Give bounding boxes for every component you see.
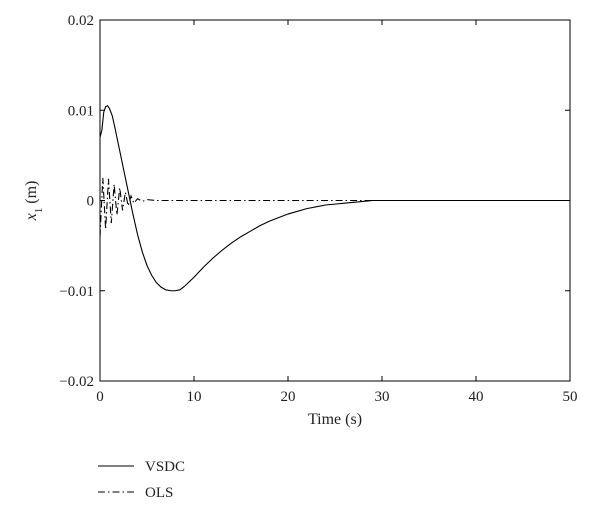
y-tick-label: −0.02 xyxy=(59,374,94,390)
y-axis-label-unit: (m) xyxy=(23,181,40,208)
series-layer xyxy=(99,105,570,292)
y-axis-label-main: x xyxy=(23,213,40,221)
series-line-ols xyxy=(99,177,570,237)
x-axis-label: Time (s) xyxy=(308,411,362,428)
plot-area: 0 10 20 30 40 50 0.02 0.01 0 −0.01 −0.02 xyxy=(59,13,577,405)
y-axis-label-subscript: 1 xyxy=(33,208,45,214)
x-tick-label: 10 xyxy=(187,389,202,405)
legend-label-ols: OLS xyxy=(145,485,173,501)
y-tick-label: 0.01 xyxy=(68,103,94,119)
legend-label-vsdc: VSDC xyxy=(145,459,185,475)
y-axis-label: x1 (m) xyxy=(23,181,45,222)
y-tick-label: −0.01 xyxy=(59,284,94,300)
x-tick-label: 50 xyxy=(563,389,578,405)
x-tick-label: 20 xyxy=(281,389,296,405)
x-tick-label: 40 xyxy=(469,389,484,405)
series-line-vsdc xyxy=(99,105,570,292)
legend: VSDC OLS xyxy=(98,459,185,501)
y-tick-label: 0.02 xyxy=(68,13,94,29)
y-tick-label: 0 xyxy=(87,194,95,210)
tick-layer: 0 10 20 30 40 50 0.02 0.01 0 −0.01 −0.02 xyxy=(59,13,577,405)
x-tick-label: 30 xyxy=(375,389,390,405)
x-tick-label: 0 xyxy=(96,389,104,405)
